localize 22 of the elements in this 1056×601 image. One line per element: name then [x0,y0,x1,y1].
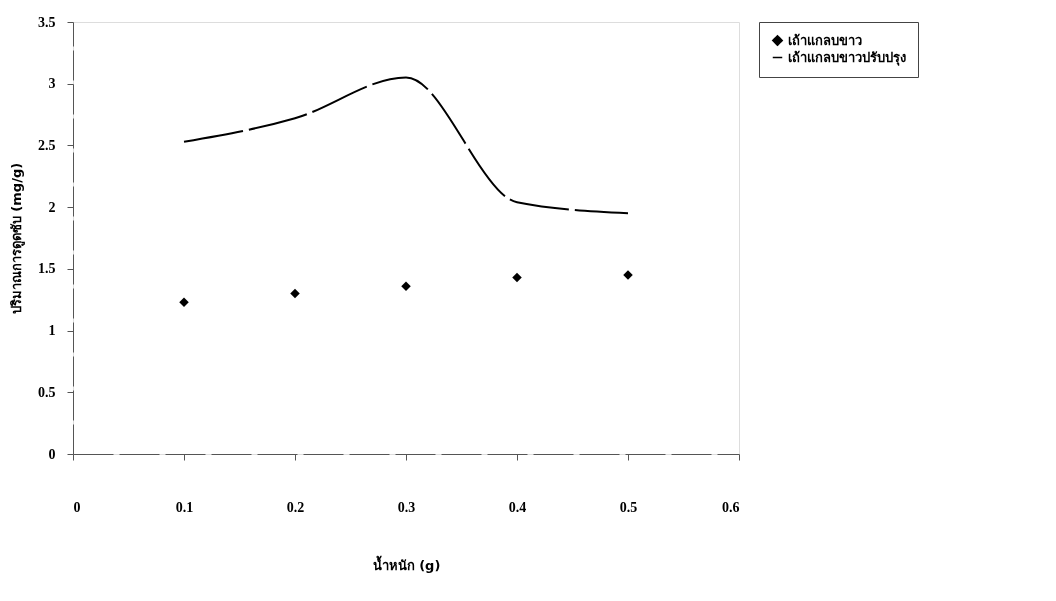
y-tick-label: 3.5 [38,14,56,30]
x-tick-label: 0.3 [397,499,416,515]
x-tick-label: 0.5 [619,499,638,515]
line-series [183,76,629,215]
x-tick-label: 0.6 [722,499,740,515]
y-tick-label: 1.5 [38,261,56,277]
x-tick-label: 0.1 [175,499,194,515]
legend-label: เถ้าแกลบขาว [788,32,862,48]
x-tick-label: 0.2 [286,499,305,515]
y-tick-label: 0 [48,446,56,462]
y-tick-label: 3 [48,76,56,92]
point [290,288,300,299]
legend-label: เถ้าแกลบขาวปรับปรุง [788,49,906,66]
x-tick-label: 0 [73,499,81,515]
x-axis-title: น้ำหนัก (g) [372,554,441,573]
y-tick-label: 1 [48,323,56,339]
y-tick-label: 2 [48,199,56,215]
y-tick-label: 0.5 [38,384,56,400]
y-axis-title: ปริมาณการดูดซับ (mg/g) [9,162,25,315]
x-tick-label: 0.4 [508,499,527,515]
y-tick-label: 2.5 [38,137,56,153]
point [512,272,522,283]
